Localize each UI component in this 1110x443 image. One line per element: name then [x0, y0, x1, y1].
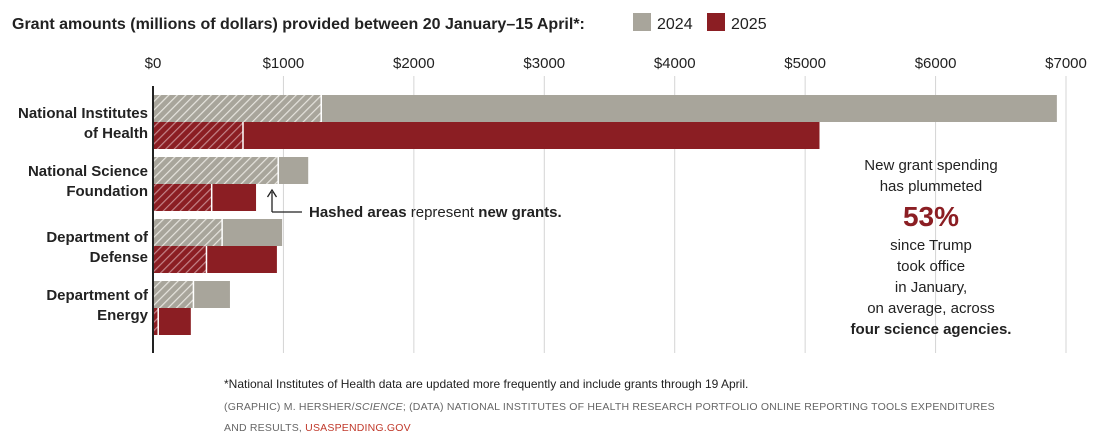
hash-annotation-text: Hashed areas represent new grants. [309, 204, 562, 221]
bar-new-grants-2025 [153, 246, 207, 273]
usaspending-link[interactable]: USASPENDING.GOV [305, 422, 411, 434]
category-label: Foundation [66, 183, 148, 200]
side-annotation-line-3: since Trump [890, 237, 972, 254]
x-tick-label: $7000 [1045, 55, 1087, 72]
category-label: Defense [90, 249, 148, 266]
side-annotation-line-6: on average, across [867, 300, 995, 317]
bar-new-grants-2024 [153, 157, 279, 184]
category-labels: National Institutes of Health National Sci… [18, 105, 149, 324]
chart-title: Grant amounts (millions of dollars) prov… [12, 16, 585, 33]
legend-label-2025: 2025 [731, 16, 767, 33]
hash-annotation-bold2: new grants. [478, 204, 561, 221]
side-annotation-percent: 53% [903, 201, 959, 232]
legend-swatch-2025 [707, 13, 725, 31]
category-label: National Science [28, 163, 148, 180]
bar-new-grants-2025 [153, 184, 212, 211]
x-axis-ticks: $0 $1000 $2000 $3000 $4000 $5000 $6000 $7000 [145, 55, 1087, 72]
side-annotation-line-4: took office [897, 258, 965, 275]
side-annotation-line-5: in January, [895, 279, 967, 296]
side-annotation: New grant spending has plummeted 53% sin… [851, 157, 1012, 338]
credit-line-1: (GRAPHIC) M. HERSHER/SCIENCE; (DATA) NAT… [224, 401, 995, 413]
bar-new-grants-2024 [153, 281, 194, 308]
bar-total-2025 [153, 122, 820, 149]
category-label: of Health [84, 125, 148, 142]
x-tick-label: $1000 [263, 55, 305, 72]
x-tick-label: $0 [145, 55, 162, 72]
side-annotation-bold: four science agencies. [851, 321, 1012, 338]
hash-annotation-bold1: Hashed areas [309, 204, 407, 221]
credit-part1: (GRAPHIC) M. HERSHER/ [224, 401, 355, 413]
x-tick-label: $3000 [523, 55, 565, 72]
category-label: Department of [46, 229, 149, 246]
side-annotation-line-1: New grant spending [864, 157, 997, 174]
x-tick-label: $4000 [654, 55, 696, 72]
category-label: National Institutes [18, 105, 148, 122]
x-tick-label: $5000 [784, 55, 826, 72]
bar-new-grants-2024 [153, 95, 322, 122]
category-label: Energy [97, 307, 149, 324]
side-annotation-line-2: has plummeted [880, 178, 983, 195]
credit-science: SCIENCE [355, 401, 404, 413]
credit-line-2: AND RESULTS, USASPENDING.GOV [224, 422, 411, 434]
hash-annotation: Hashed areas represent new grants. [266, 188, 562, 221]
hash-arrow-head [266, 188, 278, 198]
hash-annotation-normal: represent [407, 204, 479, 221]
bar-new-grants-2024 [153, 219, 223, 246]
bar-new-grants-2025 [153, 122, 243, 149]
credit-line2-text: AND RESULTS, [224, 422, 305, 434]
footnote: *National Institutes of Health data are … [224, 377, 748, 391]
bar-total-2025 [153, 308, 191, 335]
bar-new-grants-2025 [153, 308, 159, 335]
legend-swatch-2024 [633, 13, 651, 31]
bars [153, 95, 1057, 335]
legend-label-2024: 2024 [657, 16, 693, 33]
x-tick-label: $6000 [915, 55, 957, 72]
x-tick-label: $2000 [393, 55, 435, 72]
credit-part2: ; (DATA) NATIONAL INSTITUTES OF HEALTH R… [403, 401, 995, 413]
category-label: Department of [46, 287, 149, 304]
